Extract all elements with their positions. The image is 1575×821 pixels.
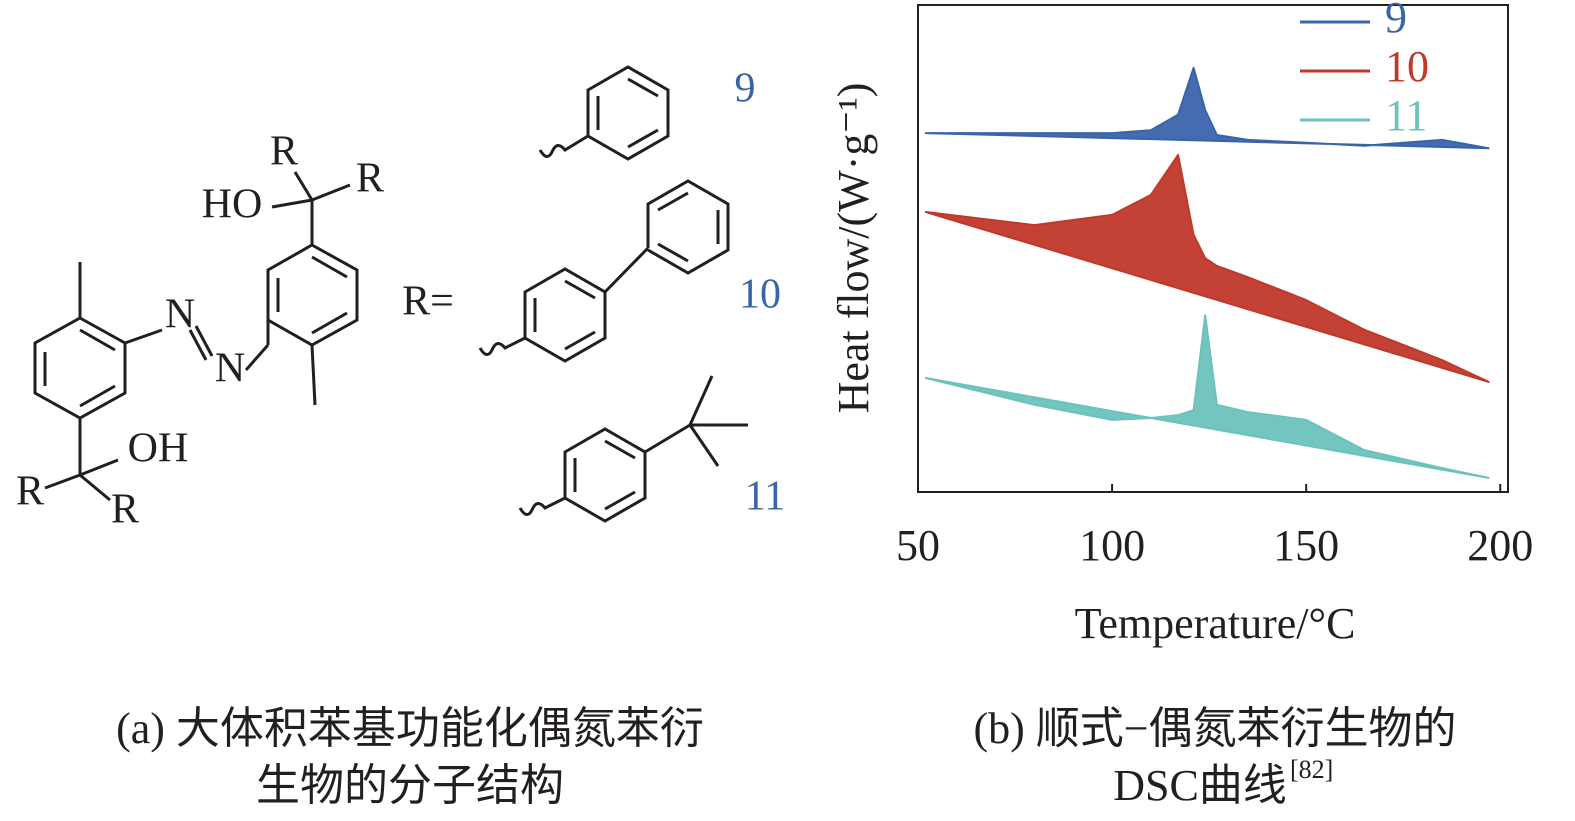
caption: 生物的分子结构	[256, 761, 564, 810]
atom-label: N	[215, 346, 245, 392]
compound-number: 10	[739, 272, 781, 318]
plot-frame	[917, 4, 1509, 493]
y-axis-label: Heat flow/(W·g⁻¹)	[829, 83, 878, 414]
x-axis-label: Temperature/°C	[1075, 599, 1356, 648]
caption-reference: [82]	[1290, 755, 1333, 784]
x-tick-label: 200	[1467, 521, 1533, 570]
caption: (a) 大体积苯基功能化偶氮苯衍	[116, 704, 704, 753]
atom-label: R	[16, 469, 44, 515]
atom-label: R	[356, 156, 384, 202]
dsc-curve	[924, 154, 1490, 383]
atom-label: OH	[128, 426, 189, 472]
bonds	[33, 65, 748, 523]
caption: (b) 顺式−偶氮苯衍生物的	[973, 704, 1456, 753]
atom-label: HO	[202, 182, 263, 228]
atom-label: N	[165, 292, 195, 338]
x-tick-label: 100	[1079, 521, 1145, 570]
compound-number: 9	[735, 66, 756, 112]
legend-label: 11	[1385, 91, 1427, 140]
dsc-curve	[924, 314, 1490, 479]
atom-label: R	[270, 129, 298, 175]
x-tick-label: 50	[896, 521, 940, 570]
compound-number: 11	[745, 474, 785, 520]
dsc-curve	[924, 66, 1490, 150]
x-tick-label: 150	[1273, 521, 1339, 570]
caption: DSC曲线	[1113, 761, 1287, 810]
substituent-prefix: R=	[402, 279, 454, 325]
atom-label: R	[111, 487, 139, 533]
legend-label: 10	[1385, 42, 1429, 91]
molecule: R R HO OH R R N N R= 9 10 11	[16, 65, 785, 533]
legend-label: 9	[1385, 0, 1407, 42]
dsc-chart: Temperature/°C Heat flow/(W·g⁻¹) 50 100 15…	[829, 0, 1533, 648]
